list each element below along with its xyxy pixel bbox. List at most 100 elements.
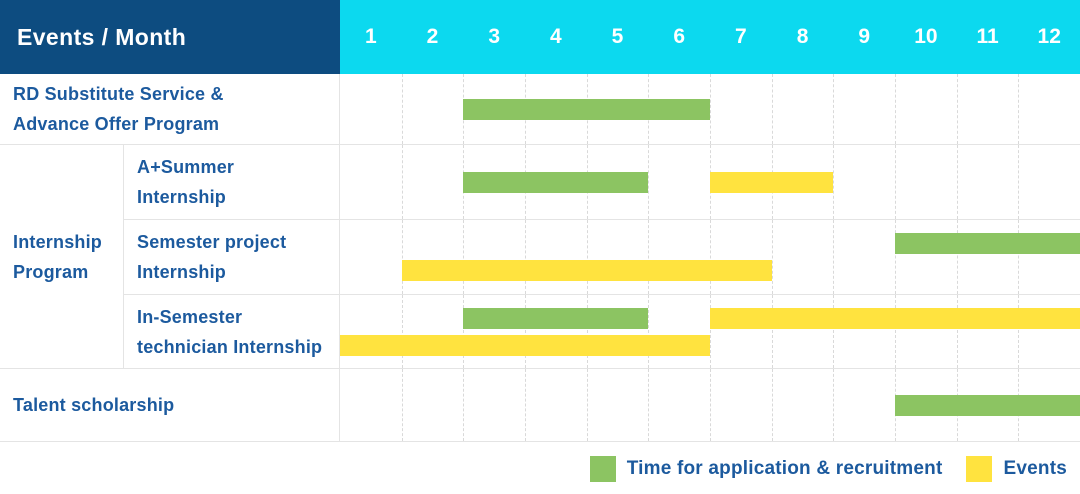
lane-stack: [340, 295, 1080, 368]
month-gridline: [648, 369, 650, 441]
month-label: 12: [1037, 25, 1061, 48]
month-gridline: [586, 295, 588, 368]
chart-cell: [340, 369, 1080, 441]
month-label: 5: [611, 25, 624, 48]
month-gridline: [833, 369, 835, 441]
row-label-line: In-Semester: [137, 306, 243, 327]
gantt-row: Talent scholarship: [0, 368, 1080, 441]
month-label: 2: [426, 25, 439, 48]
month-gridline: [1018, 145, 1020, 219]
row-label-line: Advance Offer Program: [13, 114, 220, 134]
month-gridline: [463, 369, 465, 441]
month-gridline: [401, 220, 403, 294]
gantt-subrow: A+Summer Internship: [124, 145, 1080, 219]
lane-stack: [340, 145, 1080, 219]
lane-stack: [340, 369, 1080, 441]
row-label: A+Summer Internship: [124, 145, 340, 219]
gantt-lane: [340, 169, 1080, 196]
row-label-line: A+Summer: [137, 157, 235, 177]
gantt-bar-green: [463, 307, 649, 329]
month-gridline: [833, 74, 835, 144]
table-title: Events / Month: [17, 23, 187, 50]
month-header: 1 2 3 4 5 6 7 8 9 10 11 12: [340, 0, 1080, 74]
gantt-lane: [340, 332, 1080, 359]
month-gridline: [525, 295, 526, 368]
month-gridline: [956, 220, 958, 294]
month-gridline: [401, 295, 403, 368]
row-label: RD Substitute Service & Advance Offer Pro…: [0, 74, 340, 144]
row-label-line: Semester project: [137, 232, 287, 252]
row-label-line: Internship: [137, 187, 227, 207]
month-gridline: [525, 220, 526, 294]
legend-label: Time for application & recruitment: [626, 458, 943, 479]
row-label-line: Internship: [137, 262, 227, 282]
legend-item-events: Events: [966, 456, 1067, 482]
green-swatch-icon: [589, 456, 616, 482]
month-gridline: [648, 145, 650, 219]
gantt-bar-yellow: [710, 307, 1080, 329]
chart-cell: [340, 220, 1080, 294]
month-gridline: [401, 145, 403, 219]
legend: Time for application & recruitment Event…: [0, 442, 1080, 494]
yellow-swatch-icon: [966, 456, 993, 482]
month-gridline: [956, 145, 958, 219]
month-gridline: [895, 145, 896, 219]
month-gridline: [648, 295, 650, 368]
month-label: 7: [735, 25, 747, 48]
lane-stack: [340, 74, 1080, 144]
month-gridline: [401, 74, 403, 144]
month-gridline: [710, 295, 711, 368]
month-gridline: [895, 295, 896, 368]
month-gridline: [710, 369, 711, 441]
row-label-line: technician Internship: [137, 336, 323, 357]
month-gridline: [710, 74, 711, 144]
month-gridline: [1018, 295, 1020, 368]
row-label: Talent scholarship: [0, 369, 340, 441]
month-label: 11: [976, 25, 999, 48]
row-label: In-Semester technician Internship: [124, 295, 340, 368]
gantt-lane: [340, 305, 1080, 332]
month-gridline: [895, 74, 896, 144]
chart-cell: [340, 74, 1080, 144]
gantt-subrow: In-Semester technician Internship: [124, 294, 1080, 368]
month-gridline: [401, 369, 403, 441]
row-label-line: Talent scholarship: [13, 395, 175, 415]
month-gridline: [1018, 220, 1020, 294]
row-label-line: Internship: [13, 231, 103, 252]
gantt-body: RD Substitute Service & Advance Offer Pro…: [0, 74, 1080, 442]
month-gridline: [648, 220, 650, 294]
month-gridline: [956, 295, 958, 368]
row-label: Semester project Internship: [124, 220, 340, 294]
month-gridline: [586, 369, 588, 441]
gantt-bar-green: [895, 233, 1080, 254]
gantt-lane: [340, 257, 1080, 284]
gantt-bar-yellow: [340, 334, 710, 356]
month-label: 4: [550, 25, 562, 48]
chart-cell: [340, 295, 1080, 368]
month-gridline: [710, 220, 711, 294]
events-month-header-cell: Events / Month: [0, 0, 340, 74]
gantt-lane: [340, 230, 1080, 257]
gantt-group-row: Internship Program A+Summer Internship Semes…: [0, 144, 1080, 368]
legend-label: Events: [1003, 458, 1067, 479]
lane-stack: [340, 220, 1080, 294]
month-gridline: [833, 145, 835, 219]
chart-cell: [340, 145, 1080, 219]
gantt-lane: [340, 392, 1080, 419]
month-gridline: [586, 220, 588, 294]
row-label-line: RD Substitute Service &: [13, 84, 224, 104]
gantt-subrow: Semester project Internship: [124, 219, 1080, 294]
gantt-bar-green: [463, 171, 649, 193]
month-label: 8: [796, 25, 809, 48]
month-gridline: [463, 220, 465, 294]
gantt-bar-yellow: [710, 171, 834, 193]
month-label: 6: [673, 25, 686, 48]
gantt-lane: [340, 96, 1080, 123]
month-label: 1: [364, 25, 377, 48]
group-label: Internship Program: [0, 145, 124, 368]
gantt-bar-yellow: [401, 260, 772, 281]
month-gridline: [771, 74, 773, 144]
gantt-row: RD Substitute Service & Advance Offer Pro…: [0, 74, 1080, 144]
month-label: 9: [858, 25, 871, 48]
